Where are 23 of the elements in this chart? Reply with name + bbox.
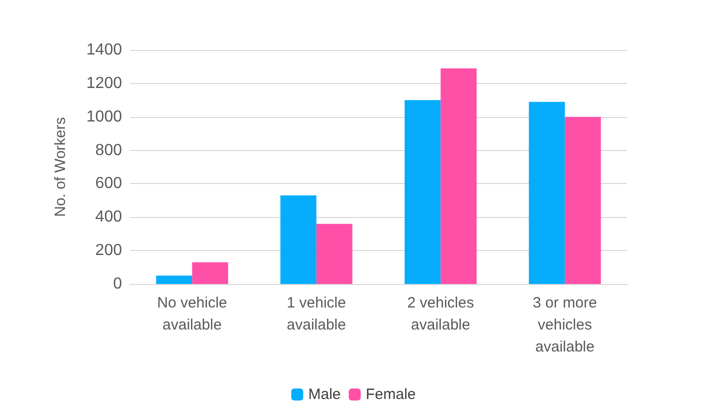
bar <box>280 195 316 284</box>
y-tick-label: 600 <box>95 175 122 192</box>
bar <box>404 100 441 284</box>
x-tick-label: 1 vehicle available <box>286 294 346 334</box>
bar <box>156 276 192 284</box>
y-tick-label: 1200 <box>86 74 122 92</box>
bar <box>564 116 601 284</box>
x-tick-label: 3 or more vehicles available <box>532 294 597 356</box>
x-tick-label: 2 vehicles available <box>407 294 474 334</box>
legend-label: Male <box>308 386 341 403</box>
y-tick-label: 800 <box>95 142 122 159</box>
y-tick-label: 200 <box>95 242 122 260</box>
bar <box>192 262 228 284</box>
legend-label: Female <box>366 386 416 403</box>
x-tick-label: No vehicle available <box>157 294 228 334</box>
bar <box>316 224 352 284</box>
y-axis-title: No. of Workers <box>52 117 69 217</box>
y-tick-label: 400 <box>95 208 122 226</box>
bar <box>440 68 477 284</box>
y-tick-label: 1400 <box>86 42 122 58</box>
bar <box>528 102 565 284</box>
y-tick-label: 0 <box>113 276 122 292</box>
y-tick-label: 1000 <box>86 108 122 126</box>
